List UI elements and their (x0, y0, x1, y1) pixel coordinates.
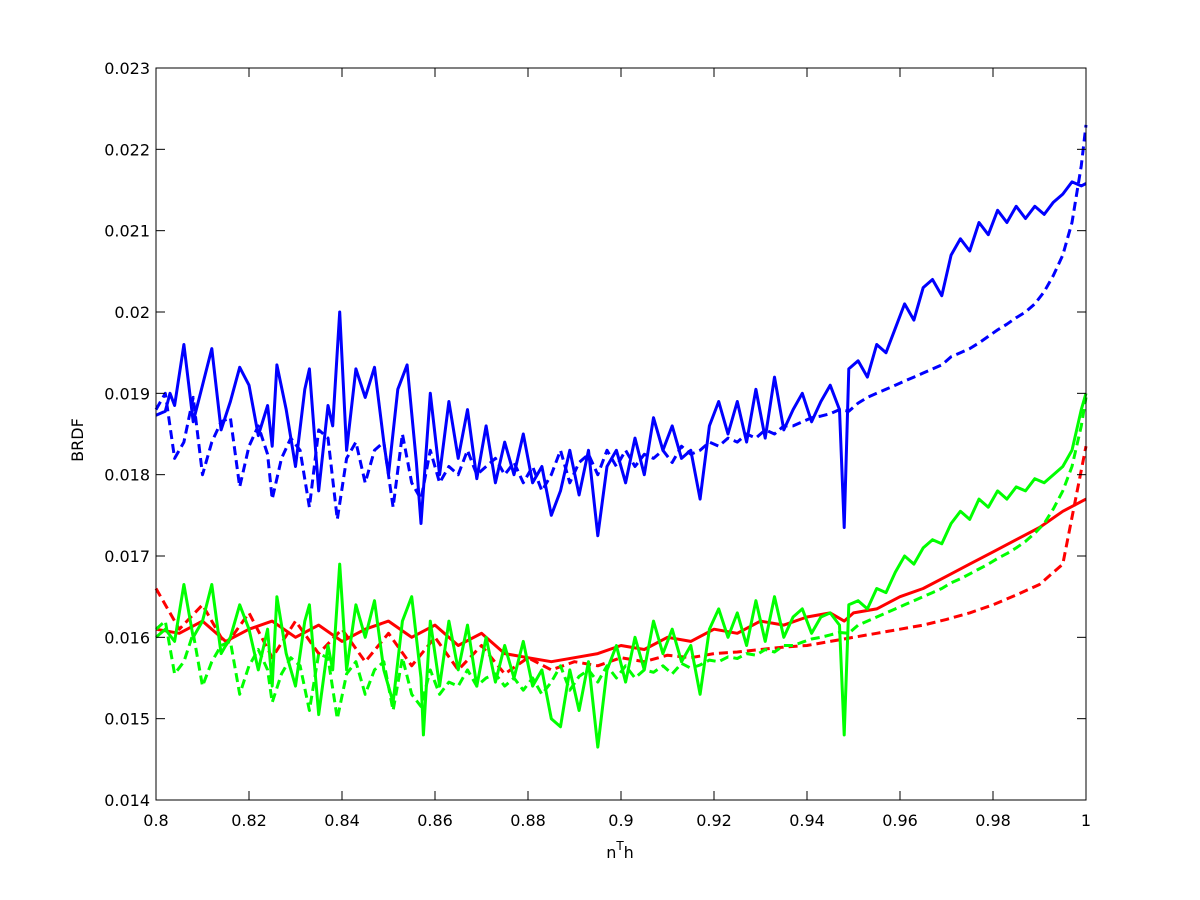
y-tick-label: 0.016 (104, 628, 150, 647)
series-line-4-dashed (154, 445, 1088, 676)
x-tick-label: 0.96 (882, 811, 918, 830)
plot-area (156, 68, 1086, 800)
y-tick-label: 0.022 (104, 140, 150, 159)
x-axis-title-suffix: h (624, 843, 634, 862)
x-tick-label: 0.84 (324, 811, 360, 830)
x-tick-label: 0.98 (975, 811, 1011, 830)
y-tick-label: 0.02 (114, 303, 150, 322)
series-line-2-dashed (154, 124, 1088, 521)
x-axis-title-base: n (606, 843, 616, 862)
x-axis-title: nTh (606, 839, 634, 862)
y-tick-label: 0.015 (104, 710, 150, 729)
axes-layer: 0.8 0.82 0.84 0.86 0.88 0.9 0.92 0.94 0.96 0.98 1 0… (104, 59, 1091, 830)
y-tick-label: 0.018 (104, 466, 150, 485)
y-tick-label: 0.023 (104, 59, 150, 78)
x-tick-label: 0.82 (231, 811, 267, 830)
x-tick-label: 0.88 (510, 811, 546, 830)
x-tick-label: 0.86 (417, 811, 453, 830)
x-tick-label: 0.9 (608, 811, 633, 830)
x-tick-label: 0.94 (789, 811, 825, 830)
series-line-5-solid (155, 392, 1088, 749)
y-tick-label: 0.017 (104, 547, 150, 566)
y-axis-title: BRDF (68, 418, 87, 462)
series-line-1-solid (155, 180, 1087, 538)
x-tick-label: 1 (1081, 811, 1091, 830)
series-layer (154, 124, 1088, 749)
x-tick-label: 0.92 (696, 811, 732, 830)
y-tick-label: 0.014 (104, 791, 150, 810)
series-line-6-dashed (155, 397, 1088, 721)
y-tick-label: 0.019 (104, 384, 150, 403)
x-tick-label: 0.8 (143, 811, 168, 830)
y-tick-label: 0.021 (104, 222, 150, 241)
x-axis-title-superscript: T (615, 839, 624, 853)
